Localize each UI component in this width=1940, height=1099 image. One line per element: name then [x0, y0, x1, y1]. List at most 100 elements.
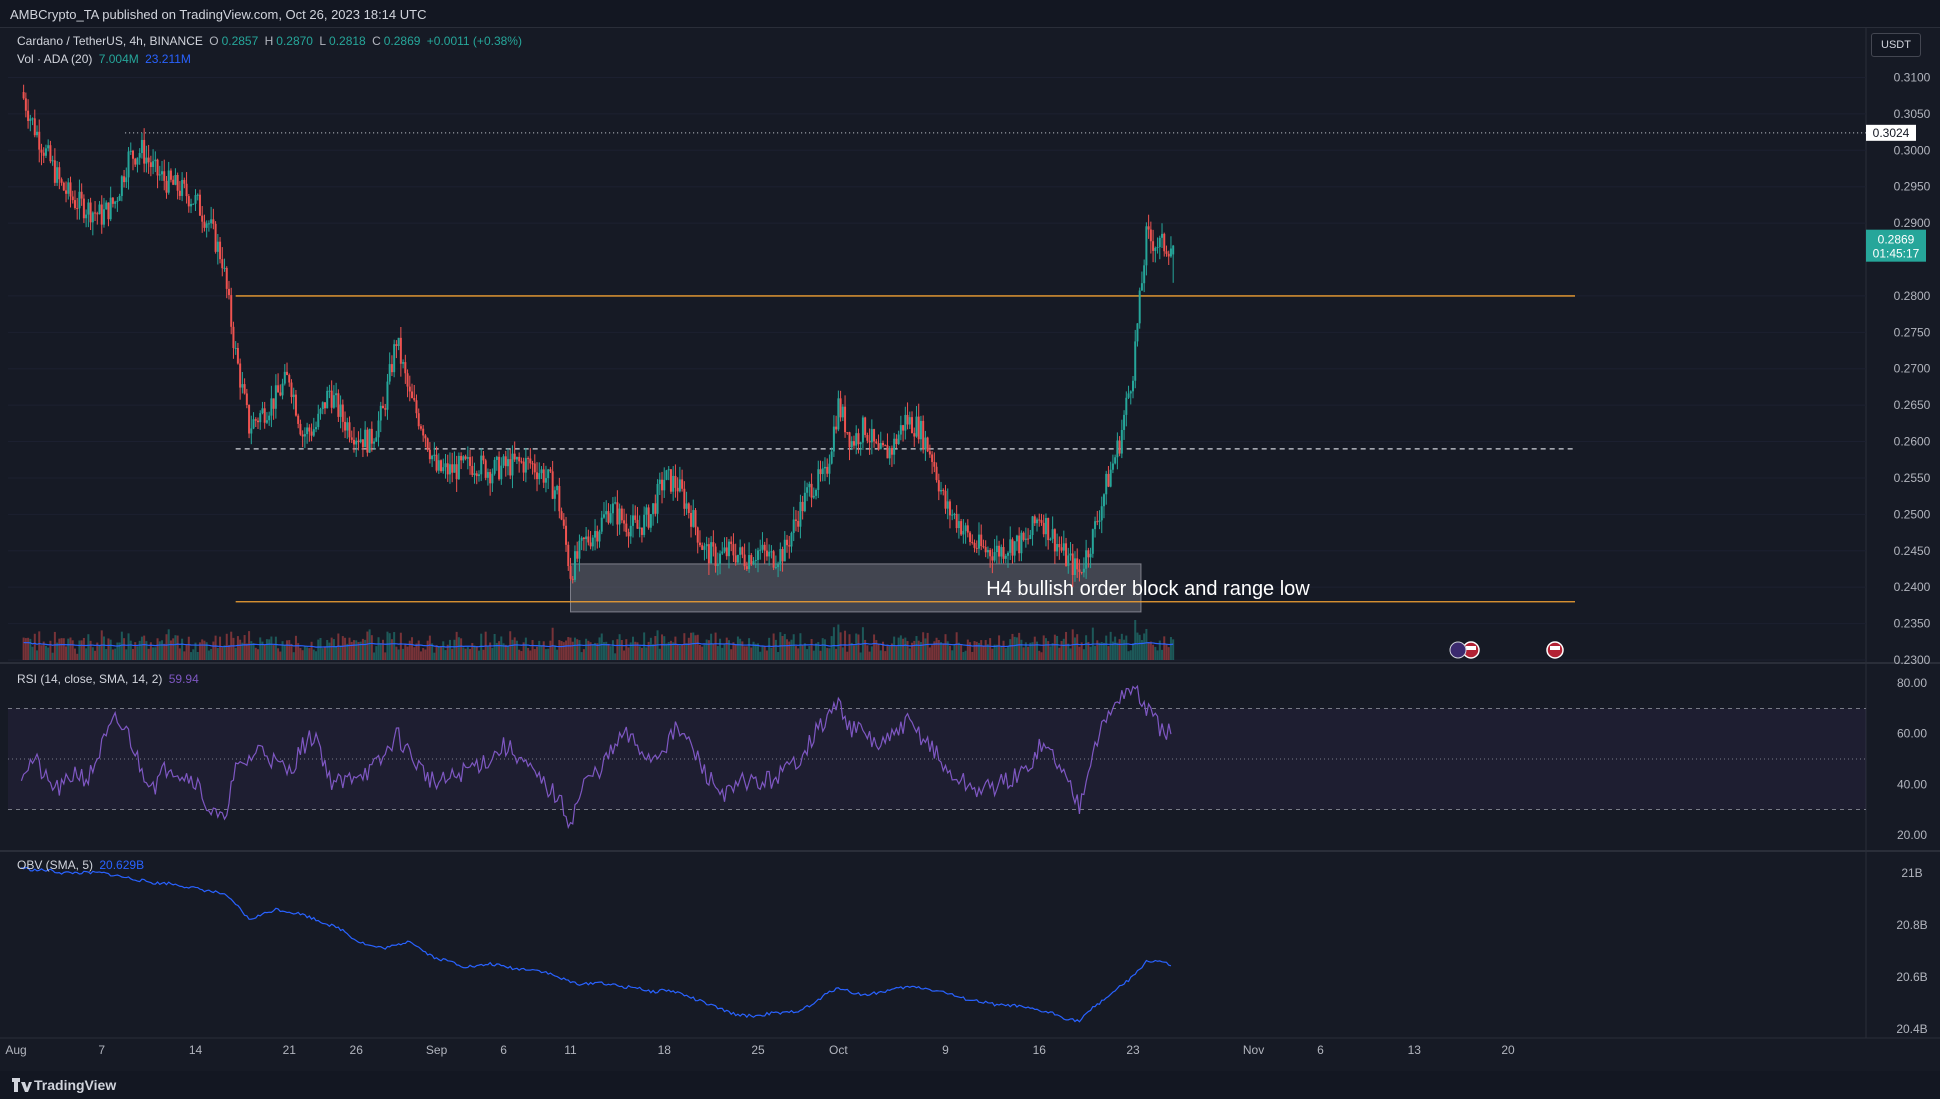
volume-bar: [127, 633, 130, 660]
volume-bar: [544, 649, 547, 660]
volume-bar: [926, 632, 929, 660]
volume-bar: [661, 634, 664, 660]
candle-body: [765, 550, 768, 557]
volume-bar: [529, 650, 532, 660]
candle-body: [1080, 571, 1083, 573]
candle-body: [281, 383, 284, 396]
low-label: L: [319, 34, 327, 48]
candle-body: [917, 416, 920, 440]
volume-bar: [236, 636, 239, 660]
candle-body: [96, 213, 99, 215]
candle-body: [815, 489, 818, 496]
volume-bar: [1029, 642, 1032, 660]
x-axis-tick-label: 20: [1501, 1043, 1515, 1057]
candle-body: [1022, 532, 1025, 540]
candle-body: [636, 519, 639, 529]
chart-frame[interactable]: [0, 27, 1940, 1072]
candle-body: [757, 550, 759, 560]
volume-bar: [573, 637, 576, 660]
volume-bar: [640, 647, 643, 660]
volume-bar: [422, 647, 425, 660]
candle-body: [419, 426, 422, 429]
candle-body: [864, 417, 867, 436]
volume-bar: [154, 647, 157, 660]
volume-bar: [341, 636, 344, 660]
candle-body: [933, 461, 936, 467]
candle-body: [198, 194, 201, 216]
candle-body: [1094, 521, 1097, 530]
candle-body: [1123, 414, 1126, 430]
candle-body: [31, 118, 34, 120]
volume-bar: [471, 642, 474, 660]
volume-bar: [1109, 631, 1112, 660]
volume-bar: [507, 646, 509, 660]
volume-bar: [665, 643, 668, 660]
volume-bar: [1087, 641, 1090, 660]
candle-body: [957, 521, 960, 529]
candle-body: [1058, 544, 1061, 548]
volume-bar: [594, 642, 597, 660]
candle-body: [855, 433, 858, 446]
candle-body: [158, 174, 161, 176]
candle-body: [118, 195, 121, 201]
volume-bar: [390, 639, 393, 660]
candle-body: [227, 288, 230, 296]
volume-bar: [627, 647, 630, 660]
volume-bar: [986, 644, 989, 660]
volume-bar: [783, 633, 786, 660]
volume-bar: [1047, 641, 1050, 660]
volume-bar: [837, 624, 840, 660]
obv-axis-tick-label: 20.6B: [1896, 970, 1927, 984]
currency-button[interactable]: USDT: [1871, 33, 1921, 57]
candle-body: [22, 92, 25, 99]
volume-bar: [736, 636, 739, 660]
volume-ma-value: 23.211M: [145, 52, 191, 66]
candle-body: [672, 475, 675, 492]
volume-bar: [190, 652, 193, 660]
volume-bar: [132, 648, 134, 660]
volume-bar: [944, 634, 947, 660]
candle-body: [1056, 544, 1059, 552]
candle-body: [1018, 535, 1021, 554]
volume-bar: [1042, 635, 1045, 660]
price-axis-tick-label: 0.2400: [1894, 580, 1931, 594]
volume-bar: [286, 640, 289, 660]
volume-bar: [551, 627, 554, 660]
volume-bar: [721, 647, 724, 660]
volume-bar: [806, 649, 809, 660]
candle-body: [1172, 245, 1175, 255]
candle-body: [940, 490, 943, 492]
volume-bar: [288, 640, 291, 660]
candle-body: [375, 437, 378, 442]
candle-body: [1073, 558, 1076, 576]
candle-body: [370, 428, 373, 444]
volume-bar: [658, 648, 661, 660]
candle-body: [348, 422, 351, 438]
candle-body: [85, 214, 88, 219]
candle-body: [837, 398, 840, 430]
volume-bar: [672, 642, 675, 660]
volume-bar: [1058, 647, 1061, 660]
volume-bar: [652, 644, 655, 660]
candle-body: [100, 204, 103, 225]
volume-bar: [38, 631, 41, 660]
volume-bar: [1132, 643, 1134, 660]
candle-body: [832, 426, 835, 452]
chart-canvas[interactable]: H4 bullish order block and range low Aug…: [0, 0, 1940, 1071]
volume-bar: [618, 634, 621, 660]
volume-bar: [531, 640, 534, 660]
volume-bar: [395, 646, 398, 660]
candle-body: [911, 417, 914, 434]
volume-bar: [681, 644, 684, 660]
volume-bar: [951, 650, 954, 660]
volume-bar: [536, 646, 539, 660]
volume-bar: [332, 639, 335, 660]
candle-body: [303, 434, 306, 437]
volume-bar: [493, 633, 496, 660]
candle-body: [47, 145, 50, 149]
candle-body: [49, 145, 52, 162]
volume-bar: [870, 646, 873, 660]
candle-body: [562, 519, 565, 526]
candle-body: [257, 420, 259, 423]
candle-body: [315, 427, 318, 430]
